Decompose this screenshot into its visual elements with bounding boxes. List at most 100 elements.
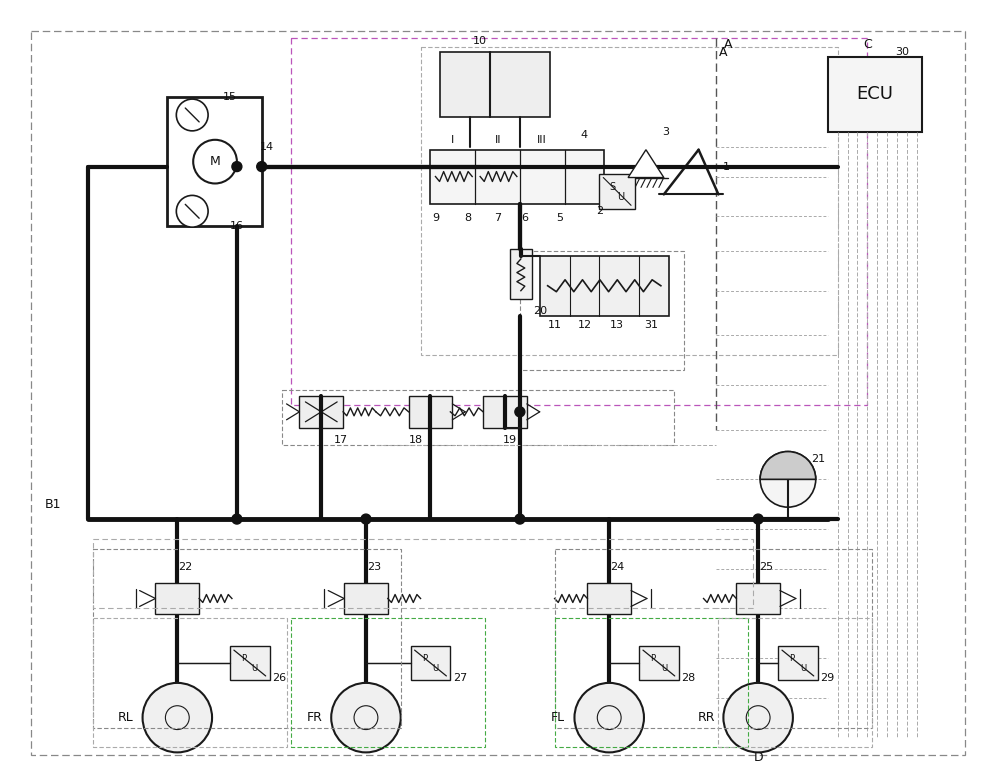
Bar — [155, 583, 199, 615]
Circle shape — [515, 514, 525, 524]
Bar — [736, 583, 780, 615]
Bar — [718, 619, 872, 747]
Text: 10: 10 — [473, 36, 487, 45]
Text: U: U — [661, 664, 667, 674]
Text: 14: 14 — [260, 142, 274, 152]
Text: A: A — [724, 38, 733, 51]
Text: B1: B1 — [45, 498, 61, 511]
Text: RL: RL — [118, 711, 134, 724]
Bar — [587, 583, 631, 615]
Text: 17: 17 — [334, 435, 348, 445]
Text: 4: 4 — [581, 130, 588, 139]
Bar — [778, 646, 818, 680]
Text: 30: 30 — [895, 48, 909, 58]
Text: FR: FR — [306, 711, 322, 724]
Text: 9: 9 — [432, 213, 439, 224]
Bar — [230, 646, 270, 680]
Bar — [430, 150, 604, 204]
Text: 16: 16 — [230, 221, 244, 231]
Text: 2: 2 — [596, 206, 603, 217]
Circle shape — [361, 514, 371, 524]
Text: 21: 21 — [811, 454, 825, 464]
Text: 12: 12 — [577, 320, 591, 330]
Bar — [639, 646, 679, 680]
Bar — [291, 37, 867, 405]
Text: II: II — [495, 135, 501, 145]
Circle shape — [331, 683, 401, 753]
Text: U: U — [252, 664, 258, 674]
Bar — [828, 58, 922, 132]
Bar — [411, 646, 450, 680]
Bar — [599, 174, 635, 210]
Polygon shape — [628, 150, 664, 178]
Circle shape — [760, 452, 816, 507]
Circle shape — [143, 683, 212, 753]
Text: 13: 13 — [610, 320, 624, 330]
Bar — [440, 52, 550, 117]
Bar — [409, 396, 452, 428]
Bar — [299, 396, 343, 428]
Bar — [167, 97, 262, 226]
Bar — [282, 390, 674, 445]
Text: 11: 11 — [548, 320, 562, 330]
Bar — [555, 549, 872, 728]
Circle shape — [232, 161, 242, 171]
Bar — [540, 256, 669, 315]
Text: 19: 19 — [503, 435, 517, 445]
Text: III: III — [537, 135, 547, 145]
Text: 18: 18 — [409, 435, 423, 445]
Text: ECU: ECU — [856, 85, 893, 103]
Text: 6: 6 — [521, 213, 528, 224]
Text: D: D — [753, 751, 763, 764]
Circle shape — [753, 514, 763, 524]
Text: 15: 15 — [223, 92, 237, 102]
Bar — [483, 396, 527, 428]
Bar — [421, 48, 838, 355]
Circle shape — [723, 683, 793, 753]
Bar — [520, 251, 684, 370]
Text: M: M — [210, 155, 220, 168]
Text: 31: 31 — [644, 320, 658, 330]
Bar — [93, 539, 753, 608]
Circle shape — [193, 139, 237, 184]
Bar — [291, 619, 485, 747]
Text: 8: 8 — [465, 213, 472, 224]
Text: P: P — [650, 654, 655, 663]
Bar — [510, 249, 532, 298]
Text: 22: 22 — [178, 562, 192, 572]
Text: A: A — [719, 46, 728, 59]
Circle shape — [257, 161, 267, 171]
Circle shape — [232, 514, 242, 524]
Text: 25: 25 — [759, 562, 773, 572]
Text: 24: 24 — [610, 562, 624, 572]
Text: U: U — [800, 664, 806, 674]
Text: FL: FL — [551, 711, 565, 724]
Text: C: C — [863, 38, 872, 51]
Bar — [93, 619, 287, 747]
Text: 3: 3 — [662, 127, 669, 137]
Text: U: U — [432, 664, 439, 674]
Text: P: P — [789, 654, 794, 663]
Circle shape — [176, 196, 208, 227]
Text: 26: 26 — [273, 673, 287, 683]
Bar — [555, 619, 748, 747]
Text: 28: 28 — [682, 673, 696, 683]
Text: 5: 5 — [556, 213, 563, 224]
Text: P: P — [241, 654, 246, 663]
Bar — [344, 583, 388, 615]
Text: 29: 29 — [821, 673, 835, 683]
Text: 27: 27 — [453, 673, 467, 683]
Wedge shape — [760, 452, 816, 479]
Text: P: P — [422, 654, 427, 663]
Circle shape — [515, 407, 525, 417]
Text: RR: RR — [698, 711, 715, 724]
Circle shape — [574, 683, 644, 753]
Text: S: S — [609, 182, 615, 192]
Text: 20: 20 — [533, 305, 547, 315]
Text: 23: 23 — [367, 562, 381, 572]
Text: U: U — [618, 192, 625, 203]
Text: 7: 7 — [494, 213, 502, 224]
Text: 1: 1 — [723, 161, 730, 171]
Text: I: I — [451, 135, 454, 145]
Bar — [93, 549, 401, 728]
